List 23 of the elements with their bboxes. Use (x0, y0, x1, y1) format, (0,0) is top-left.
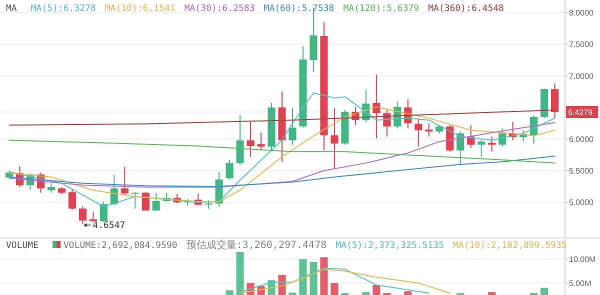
text: MA(5):6.3278 (30, 4, 96, 14)
y-tick-label: 7.5000 (569, 40, 594, 50)
y-tick-label: 8.0000 (569, 8, 594, 18)
line-series (8, 140, 556, 164)
y-tick-label: 6.0000 (569, 135, 594, 144)
y-tick-label: 7.0000 (569, 72, 594, 81)
text: MA(10):6.1541 (104, 4, 176, 14)
legend-title: VOLUME (6, 241, 39, 251)
annotation: 4.6547 (92, 221, 126, 232)
y-tick-label: 10.00M (569, 255, 596, 264)
legend-title: MA (6, 4, 18, 14)
text: MA(10):2,182,899.5935 (453, 241, 567, 251)
legend-label: VOLUME:2,692,084.9590 (64, 241, 178, 251)
text: MA(360):6.4548 (428, 4, 504, 14)
annotation: 预估成交量:3,260,297.4478 (186, 239, 327, 251)
y-tick-label: 5.0000 (569, 198, 594, 208)
text: MA(120):5.6379 (343, 4, 420, 14)
series-label: MA(5):2,373,325.5135 (336, 241, 444, 251)
text: MA(30):6.2583 (184, 4, 255, 14)
y-tick-label: 5.5000 (569, 166, 594, 176)
y-tick-label: 5.00M (569, 279, 592, 288)
ref-line-label: 6.4279 (568, 108, 594, 117)
text: MA(60):5.7538 (264, 4, 334, 14)
